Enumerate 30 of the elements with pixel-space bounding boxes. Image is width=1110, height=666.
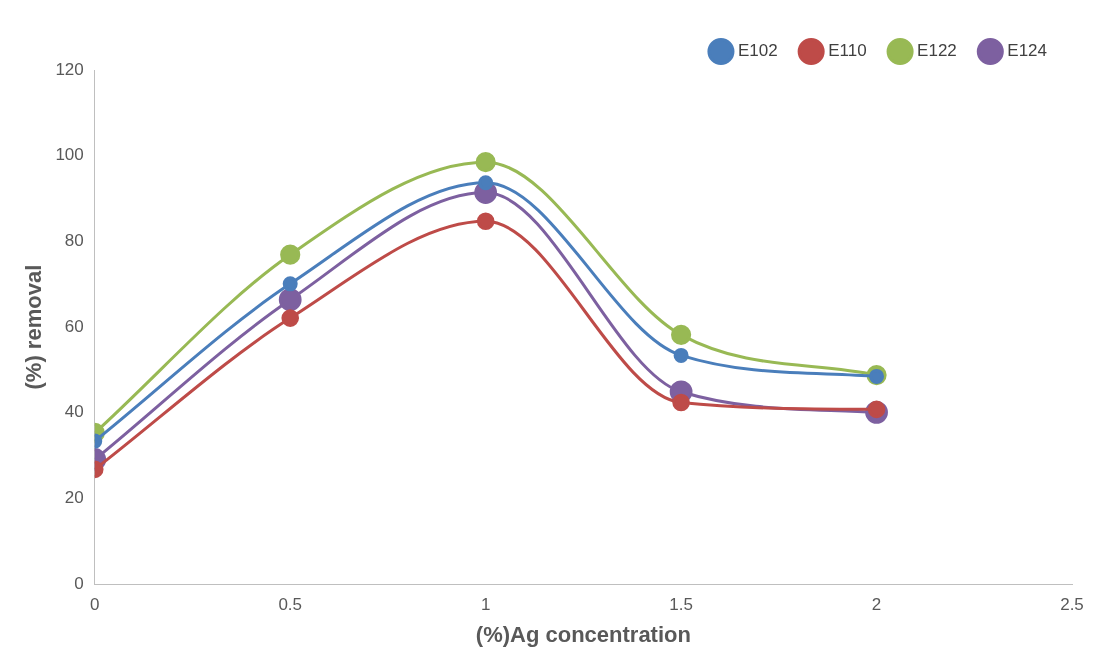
point — [475, 152, 496, 173]
point — [672, 393, 690, 412]
x-tick-label: 2.5 — [1060, 595, 1084, 615]
y-tick-label: 20 — [64, 488, 84, 508]
legend-label: E124 — [1007, 41, 1047, 61]
y-axis-title: (%) removal — [21, 264, 47, 390]
legend-label: E102 — [737, 41, 778, 61]
x-tick-label: 1 — [480, 595, 491, 615]
point — [867, 400, 886, 419]
point — [671, 324, 692, 345]
point — [278, 288, 302, 312]
y-tick-label: 120 — [55, 59, 84, 79]
point — [478, 175, 494, 191]
y-tick-label: 60 — [64, 316, 84, 336]
legend-label: E122 — [917, 41, 957, 61]
point — [282, 276, 298, 292]
y-tick-label: 100 — [55, 145, 84, 165]
point — [280, 244, 301, 265]
point — [281, 309, 300, 327]
legend-label: E110 — [828, 41, 867, 61]
y-tick-label: 80 — [64, 231, 84, 251]
x-tick-label: 0 — [90, 595, 100, 615]
y-tick-label: 40 — [64, 402, 84, 422]
x-axis-title: (%)Ag concentration — [475, 621, 691, 647]
y-tick-label: 0 — [74, 573, 84, 593]
x-tick-label: 1.5 — [669, 595, 693, 615]
point — [476, 212, 495, 231]
x-tick-label: 2 — [871, 595, 882, 615]
x-tick-label: 0.5 — [278, 595, 303, 615]
point — [673, 347, 689, 363]
